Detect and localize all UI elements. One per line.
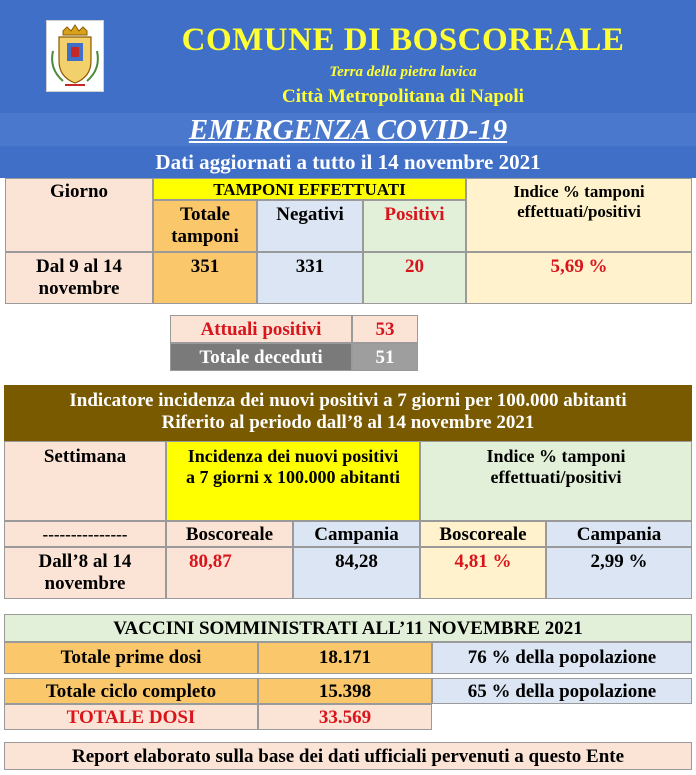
- incidenza-header: Incidenza dei nuovi positivi a 7 giorni …: [166, 441, 420, 521]
- prime-dosi-pct: 76 % della popolazione: [432, 642, 692, 674]
- negativi-header: Negativi: [257, 200, 363, 252]
- incidenza-campania-value: 84,28: [293, 547, 420, 599]
- giorno-header: Giorno: [5, 178, 153, 252]
- dashes-cell: ---------------: [4, 521, 166, 547]
- indice-value: 5,69 %: [466, 252, 692, 304]
- header-banner: [0, 0, 696, 178]
- vaccini-title: VACCINI SOMMINISTRATI ALL’11 NOVEMBRE 20…: [4, 614, 692, 642]
- ciclo-completo-label: Totale ciclo completo: [4, 678, 258, 704]
- totale-dosi-label: TOTALE DOSI: [4, 704, 258, 730]
- prime-dosi-label: Totale prime dosi: [4, 642, 258, 674]
- update-date: Dati aggiornati a tutto il 14 novembre 2…: [155, 150, 541, 174]
- totale-tamponi-value: 351: [153, 252, 257, 304]
- emergency-title: EMERGENZA COVID-19: [188, 114, 508, 146]
- boscoreale-header-1: Boscoreale: [166, 521, 293, 547]
- incidenza-period: Dall’8 al 14 novembre: [4, 547, 166, 599]
- period-cell: Dal 9 al 14 novembre: [5, 252, 153, 304]
- emergency-band: [0, 113, 696, 146]
- positivi-header: Positivi: [363, 200, 466, 252]
- tamponi-group-header: TAMPONI EFFETTUATI: [153, 178, 466, 200]
- totale-deceduti-value: 51: [352, 343, 418, 371]
- incidenza-title-line1: Indicatore incidenza dei nuovi positivi …: [69, 390, 627, 411]
- totale-deceduti-label: Totale deceduti: [170, 343, 352, 371]
- campania-header-1: Campania: [293, 521, 420, 547]
- indice-tamponi-header: Indice % tamponi effettuati/positivi: [420, 441, 692, 521]
- settimana-header: Settimana: [4, 441, 166, 521]
- indice-boscoreale-value: 4,81 %: [420, 547, 546, 599]
- prime-dosi-value: 18.171: [258, 642, 432, 674]
- incidenza-boscoreale-value: 80,87: [166, 547, 293, 599]
- boscoreale-header-2: Boscoreale: [420, 521, 546, 547]
- incidenza-title: Indicatore incidenza dei nuovi positivi …: [4, 385, 692, 441]
- attuali-positivi-value: 53: [352, 315, 418, 343]
- footer-note: Report elaborato sulla base dei dati uff…: [4, 742, 692, 770]
- attuali-positivi-label: Attuali positivi: [170, 315, 352, 343]
- ciclo-completo-pct: 65 % della popolazione: [432, 678, 692, 704]
- indice-campania-value: 2,99 %: [546, 547, 692, 599]
- negativi-value: 331: [257, 252, 363, 304]
- incidenza-title-line2: Riferito al periodo dall’8 al 14 novembr…: [161, 411, 535, 433]
- indice-header: Indice % tamponi effettuati/positivi: [466, 178, 692, 252]
- positivi-value: 20: [363, 252, 466, 304]
- motto: Terra della pietra lavica: [329, 64, 477, 80]
- campania-header-2: Campania: [546, 521, 692, 547]
- totale-dosi-value: 33.569: [258, 704, 432, 730]
- metro-city: Città Metropolitana di Napoli: [282, 86, 524, 107]
- coat-of-arms-icon: [46, 20, 104, 92]
- ciclo-completo-value: 15.398: [258, 678, 432, 704]
- totale-tamponi-header: Totale tamponi: [153, 200, 257, 252]
- page-title: COMUNE DI BOSCOREALE: [181, 22, 625, 58]
